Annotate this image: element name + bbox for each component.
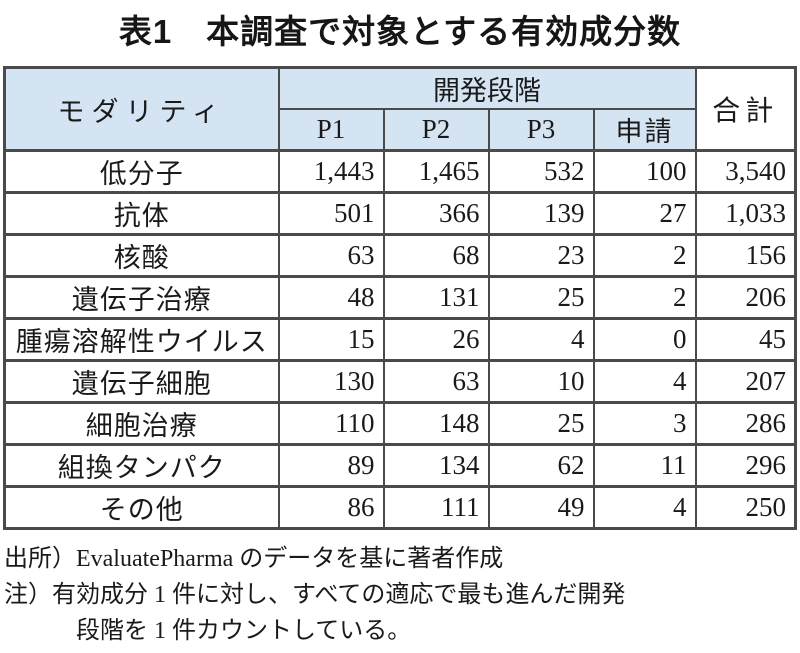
- p3-cell: 62: [487, 443, 595, 488]
- table-row-saibo-chiryo: 細胞治療 110 148 25 3 286: [3, 401, 797, 446]
- p2-cell: 148: [382, 401, 490, 446]
- p1-cell: 110: [277, 401, 385, 446]
- p3-cell: 10: [487, 359, 595, 404]
- header-dev-stage: 開発段階: [277, 66, 697, 110]
- p1-cell: 86: [277, 485, 385, 530]
- table-row-kotai: 抗体 501 366 139 27 1,033: [3, 191, 797, 236]
- shinsei-cell: 11: [592, 443, 697, 488]
- shinsei-cell: 3: [592, 401, 697, 446]
- p3-cell: 23: [487, 233, 595, 278]
- header-row-top: モダリティ 開発段階 合計: [3, 66, 797, 152]
- p3-cell: 139: [487, 191, 595, 236]
- p2-cell: 366: [382, 191, 490, 236]
- modality-cell: 遺伝子治療: [3, 275, 280, 320]
- p2-cell: 134: [382, 443, 490, 488]
- shinsei-cell: 2: [592, 233, 697, 278]
- modality-cell: 低分子: [3, 149, 280, 194]
- modality-cell: その他: [3, 485, 280, 530]
- p2-cell: 131: [382, 275, 490, 320]
- p1-cell: 1,443: [277, 149, 385, 194]
- p2-cell: 63: [382, 359, 490, 404]
- modality-cell: 抗体: [3, 191, 280, 236]
- header-modality: モダリティ: [3, 66, 280, 152]
- p3-cell: 4: [487, 317, 595, 362]
- p3-cell: 532: [487, 149, 595, 194]
- p3-cell: 25: [487, 275, 595, 320]
- source-note: 出所）EvaluatePharma のデータを基に著者作成: [4, 546, 504, 572]
- modality-cell: 核酸: [3, 233, 280, 278]
- header-stage-p3: P3: [487, 108, 595, 152]
- table-row-sonota: その他 86 111 49 4 250: [3, 485, 797, 530]
- p2-cell: 111: [382, 485, 490, 530]
- total-cell: 1,033: [694, 191, 797, 236]
- shinsei-cell: 0: [592, 317, 697, 362]
- p2-cell: 1,465: [382, 149, 490, 194]
- footnotes: 出所）EvaluatePharma のデータを基に著者作成 注）有効成分 1 件…: [4, 541, 800, 649]
- header-total: 合計: [694, 66, 797, 152]
- total-cell: 250: [694, 485, 797, 530]
- modality-cell: 遺伝子細胞: [3, 359, 280, 404]
- total-cell: 3,540: [694, 149, 797, 194]
- p3-cell: 25: [487, 401, 595, 446]
- p1-cell: 15: [277, 317, 385, 362]
- total-cell: 207: [694, 359, 797, 404]
- table-header: モダリティ 開発段階 合計 P1 P2 P3 申請: [3, 66, 797, 152]
- p1-cell: 89: [277, 443, 385, 488]
- shinsei-cell: 27: [592, 191, 697, 236]
- shinsei-cell: 4: [592, 485, 697, 530]
- p1-cell: 48: [277, 275, 385, 320]
- count-note-line1: 注）有効成分 1 件に対し、すべての適応で最も進んだ開発: [4, 582, 626, 608]
- total-cell: 296: [694, 443, 797, 488]
- total-cell: 286: [694, 401, 797, 446]
- header-stage-shinsei: 申請: [592, 108, 697, 152]
- table-row-oncolytic-virus: 腫瘍溶解性ウイルス 15 26 4 0 45: [3, 317, 797, 362]
- table-row-teibunshi: 低分子 1,443 1,465 532 100 3,540: [3, 149, 797, 194]
- table-row-idenshi-chiryo: 遺伝子治療 48 131 25 2 206: [3, 275, 797, 320]
- modality-cell: 腫瘍溶解性ウイルス: [3, 317, 280, 362]
- header-row-stages: P1 P2 P3 申請: [5, 108, 796, 152]
- header-stage-p1: P1: [277, 108, 385, 152]
- p1-cell: 63: [277, 233, 385, 278]
- shinsei-cell: 4: [592, 359, 697, 404]
- total-cell: 156: [694, 233, 797, 278]
- p1-cell: 130: [277, 359, 385, 404]
- modality-table: モダリティ 開発段階 合計 P1 P2 P3 申請 低分子 1,443 1,46…: [3, 66, 797, 530]
- table-title: 表1 本調査で対象とする有効成分数: [118, 13, 682, 50]
- p3-cell: 49: [487, 485, 595, 530]
- header-stage-p2: P2: [382, 108, 490, 152]
- table-row-kumikae-tanpaku: 組換タンパク 89 134 62 11 296: [3, 443, 797, 488]
- total-cell: 45: [694, 317, 797, 362]
- modality-cell: 組換タンパク: [3, 443, 280, 488]
- shinsei-cell: 2: [592, 275, 697, 320]
- total-cell: 206: [694, 275, 797, 320]
- p1-cell: 501: [277, 191, 385, 236]
- table-body: 低分子 1,443 1,465 532 100 3,540 抗体 501 366…: [3, 149, 797, 530]
- table-row-idenshi-saibo: 遺伝子細胞 130 63 10 4 207: [3, 359, 797, 404]
- count-note-line2: 段階を 1 件カウントしている。: [76, 618, 412, 644]
- table-row-kakusan: 核酸 63 68 23 2 156: [3, 233, 797, 278]
- p2-cell: 26: [382, 317, 490, 362]
- modality-cell: 細胞治療: [3, 401, 280, 446]
- p2-cell: 68: [382, 233, 490, 278]
- shinsei-cell: 100: [592, 149, 697, 194]
